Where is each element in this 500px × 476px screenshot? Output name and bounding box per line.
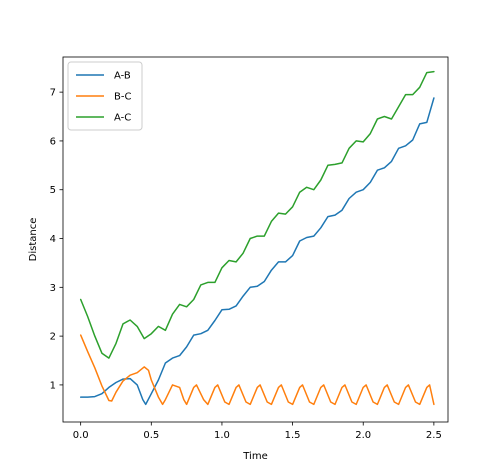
y-tick-label: 1 [50,380,56,391]
x-tick-label: 1.5 [285,430,301,441]
plot-frame [62,56,449,423]
x-tick-label: 1.0 [214,430,230,441]
legend-label-a-c: A-C [114,113,131,124]
y-tick-label: 3 [50,283,56,294]
y-tick-label: 4 [50,234,56,245]
y-tick-label: 2 [50,332,56,343]
series-line-a-b [79,97,435,406]
y-axis: 1 2 3 4 5 6 7 [50,88,63,391]
legend-label-a-b: A-B [114,71,131,82]
series-line-b-c [79,334,435,406]
x-tick-label: 0.5 [143,430,159,441]
x-tick-label: 0.0 [73,430,89,441]
y-axis-label: Distance [28,218,39,262]
series-line-a-c [79,70,435,359]
y-tick-label: 5 [50,185,56,196]
x-tick-label: 2.0 [355,430,371,441]
y-tick-label: 6 [50,136,56,147]
series-layer [79,70,435,406]
legend: A-B B-C A-C [67,61,143,131]
x-tick-label: 2.5 [426,430,442,441]
legend-box [67,61,143,131]
x-axis-label: Time [242,451,267,462]
x-axis: 0.0 0.5 1.0 1.5 2.0 2.5 [73,422,442,441]
legend-label-b-c: B-C [114,92,131,103]
y-tick-label: 7 [50,88,56,99]
